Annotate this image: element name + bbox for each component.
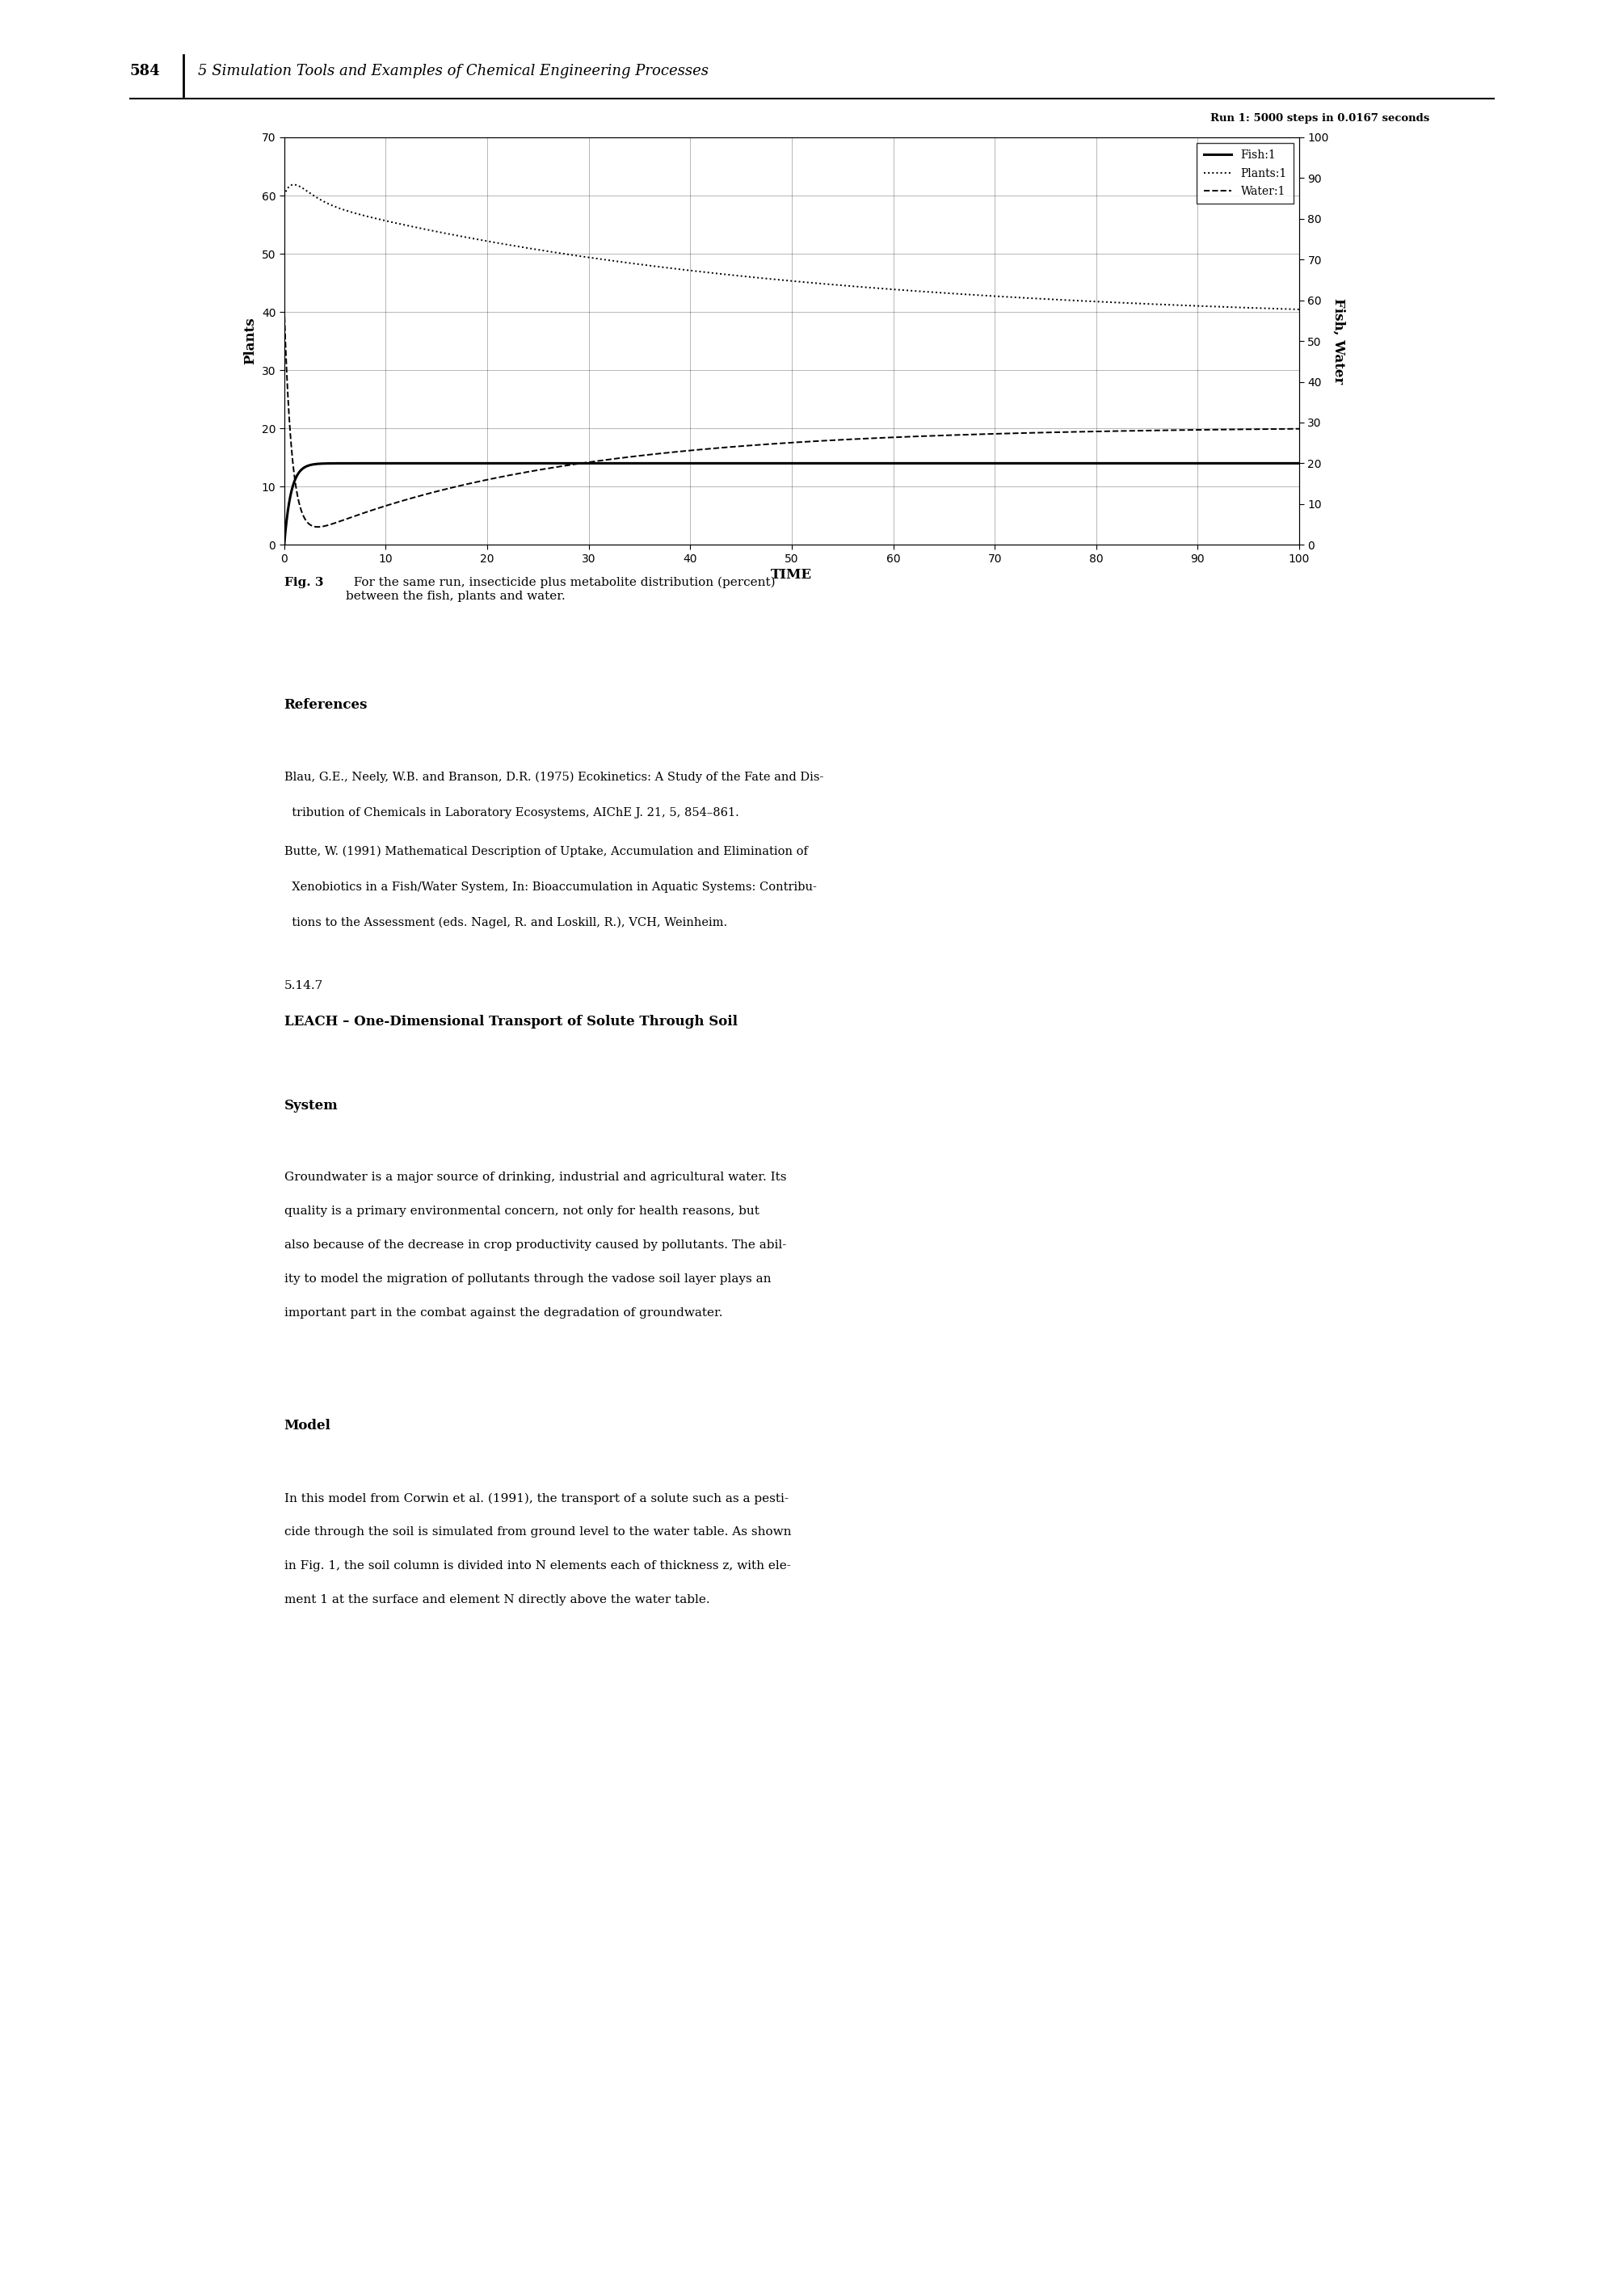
Water:1 (663, 439, 682, 467)
Text: Blau, G.E., Neely, W.B. and Branson, D.R. (1975) Ecokinetics: A Study of the Fat: Blau, G.E., Neely, W.B. and Branson, D.R… (284, 771, 823, 783)
Text: Model: Model (284, 1419, 331, 1433)
Text: in Fig. 1, the soil column is divided into N elements each of thickness z, with : in Fig. 1, the soil column is divided in… (284, 1561, 791, 1573)
Fish:1 (883, 449, 903, 476)
Text: System: System (284, 1099, 338, 1112)
Fish:1 (274, 531, 294, 559)
Fish:1 (935, 449, 955, 476)
Text: Butte, W. (1991) Mathematical Description of Uptake, Accumulation and Eliminatio: Butte, W. (1991) Mathematical Descriptio… (284, 847, 807, 858)
Plants:1 (460, 224, 479, 252)
Plants:1 (1109, 288, 1129, 316)
Line: Water:1: Water:1 (284, 309, 1299, 526)
Plants:1 (274, 181, 294, 208)
Plants:1 (1289, 295, 1309, 323)
Fish:1 (528, 449, 547, 476)
Text: ity to model the migration of pollutants through the vadose soil layer plays an: ity to model the migration of pollutants… (284, 1273, 771, 1284)
Fish:1 (663, 449, 682, 476)
Plants:1 (935, 279, 955, 307)
Text: 584: 584 (130, 64, 161, 78)
Text: Groundwater is a major source of drinking, industrial and agricultural water. It: Groundwater is a major source of drinkin… (284, 1172, 786, 1183)
Text: In this model from Corwin et al. (1991), the transport of a solute such as a pes: In this model from Corwin et al. (1991),… (284, 1492, 788, 1504)
Text: 5.14.7: 5.14.7 (284, 980, 323, 991)
Line: Plants:1: Plants:1 (284, 185, 1299, 309)
Water:1 (935, 421, 955, 449)
Water:1 (1031, 419, 1051, 446)
Text: tions to the Assessment (eds. Nagel, R. and Loskill, R.), VCH, Weinheim.: tions to the Assessment (eds. Nagel, R. … (284, 918, 728, 929)
Plants:1 (284, 172, 304, 199)
Y-axis label: Fish, Water: Fish, Water (1332, 298, 1346, 385)
Text: LEACH – One-Dimensional Transport of Solute Through Soil: LEACH – One-Dimensional Transport of Sol… (284, 1016, 737, 1030)
Water:1 (274, 295, 294, 323)
Plants:1 (1031, 286, 1051, 314)
Legend: Fish:1, Plants:1, Water:1: Fish:1, Plants:1, Water:1 (1197, 142, 1294, 204)
Line: Fish:1: Fish:1 (284, 462, 1299, 545)
Text: Xenobiotics in a Fish/Water System, In: Bioaccumulation in Aquatic Systems: Cont: Xenobiotics in a Fish/Water System, In: … (284, 881, 817, 893)
X-axis label: TIME: TIME (771, 568, 812, 581)
Text: cide through the soil is simulated from ground level to the water table. As show: cide through the soil is simulated from … (284, 1527, 791, 1538)
Text: important part in the combat against the degradation of groundwater.: important part in the combat against the… (284, 1307, 723, 1318)
Text: Run 1: 5000 steps in 0.0167 seconds: Run 1: 5000 steps in 0.0167 seconds (1210, 112, 1429, 124)
Text: ment 1 at the surface and element N directly above the water table.: ment 1 at the surface and element N dire… (284, 1593, 710, 1605)
Y-axis label: Plants: Plants (244, 318, 257, 364)
Text: Fig. 3: Fig. 3 (284, 577, 323, 588)
Water:1 (460, 469, 479, 497)
Text: also because of the decrease in crop productivity caused by pollutants. The abil: also because of the decrease in crop pro… (284, 1241, 786, 1252)
Text: References: References (284, 698, 367, 712)
Text: quality is a primary environmental concern, not only for health reasons, but: quality is a primary environmental conce… (284, 1206, 758, 1218)
Plants:1 (883, 275, 903, 302)
Fish:1 (1031, 449, 1051, 476)
Fish:1 (1109, 449, 1129, 476)
Water:1 (309, 513, 328, 540)
Fish:1 (460, 449, 479, 476)
Text: tribution of Chemicals in Laboratory Ecosystems, AIChE J. 21, 5, 854–861.: tribution of Chemicals in Laboratory Eco… (284, 808, 739, 817)
Fish:1 (1289, 449, 1309, 476)
Text: For the same run, insecticide plus metabolite distribution (percent)
between the: For the same run, insecticide plus metab… (346, 577, 775, 602)
Water:1 (1109, 417, 1129, 444)
Water:1 (883, 423, 903, 451)
Water:1 (1289, 414, 1309, 442)
Text: 5 Simulation Tools and Examples of Chemical Engineering Processes: 5 Simulation Tools and Examples of Chemi… (198, 64, 708, 78)
Plants:1 (663, 254, 682, 282)
